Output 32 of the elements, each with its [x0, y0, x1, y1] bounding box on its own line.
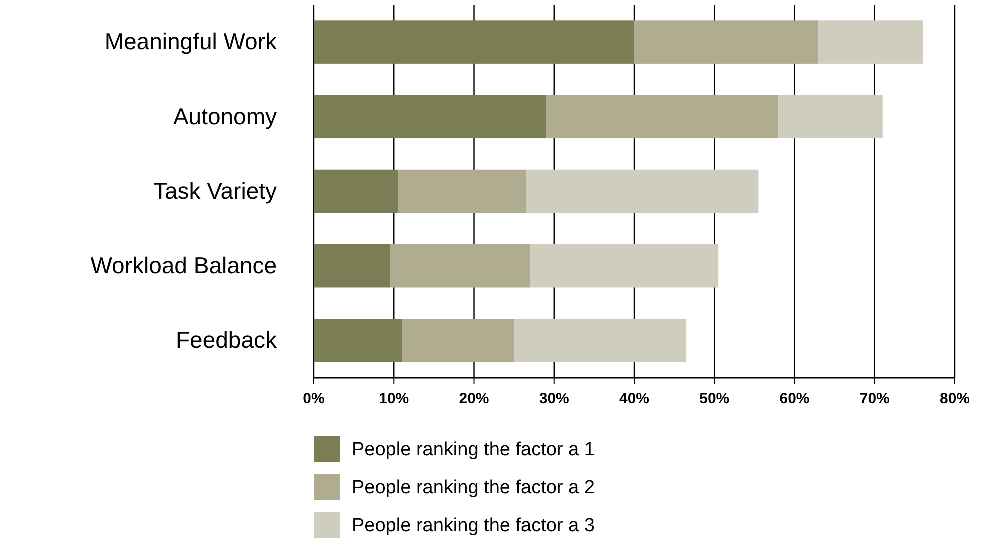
x-tick-label: 50%: [700, 390, 730, 408]
legend-label: People ranking the factor a 3: [352, 516, 595, 537]
bar: [398, 170, 526, 214]
bar: [314, 244, 390, 288]
y-tick-label: Feedback: [176, 327, 278, 354]
bar: [402, 319, 514, 362]
x-tick-label: 70%: [860, 390, 890, 408]
bar: [514, 319, 687, 362]
legend-label: People ranking the factor a 2: [352, 478, 595, 499]
legend-label: People ranking the factor a 1: [352, 440, 595, 461]
y-tick-label: Meaningful Work: [104, 28, 278, 55]
bar: [390, 244, 530, 288]
x-tick-label: 0%: [303, 390, 325, 408]
bar: [314, 319, 402, 362]
x-tick-label: 10%: [379, 390, 410, 408]
bar: [314, 170, 398, 214]
bar: [526, 170, 759, 214]
bar: [546, 95, 779, 139]
bar: [314, 20, 634, 64]
x-tick-label: 60%: [780, 390, 810, 408]
y-tick-label: Task Variety: [153, 178, 278, 204]
x-tick-label: 20%: [459, 390, 490, 408]
bar: [314, 95, 546, 139]
x-tick-label: 80%: [940, 390, 970, 408]
bar: [634, 20, 819, 64]
x-tick-label: 30%: [539, 390, 570, 408]
y-tick-label: Workload Balance: [90, 252, 277, 278]
bar: [778, 95, 883, 139]
y-tick-label: Autonomy: [173, 103, 278, 130]
bar: [818, 20, 923, 64]
bar: [530, 244, 719, 288]
x-tick-label: 40%: [619, 390, 650, 408]
